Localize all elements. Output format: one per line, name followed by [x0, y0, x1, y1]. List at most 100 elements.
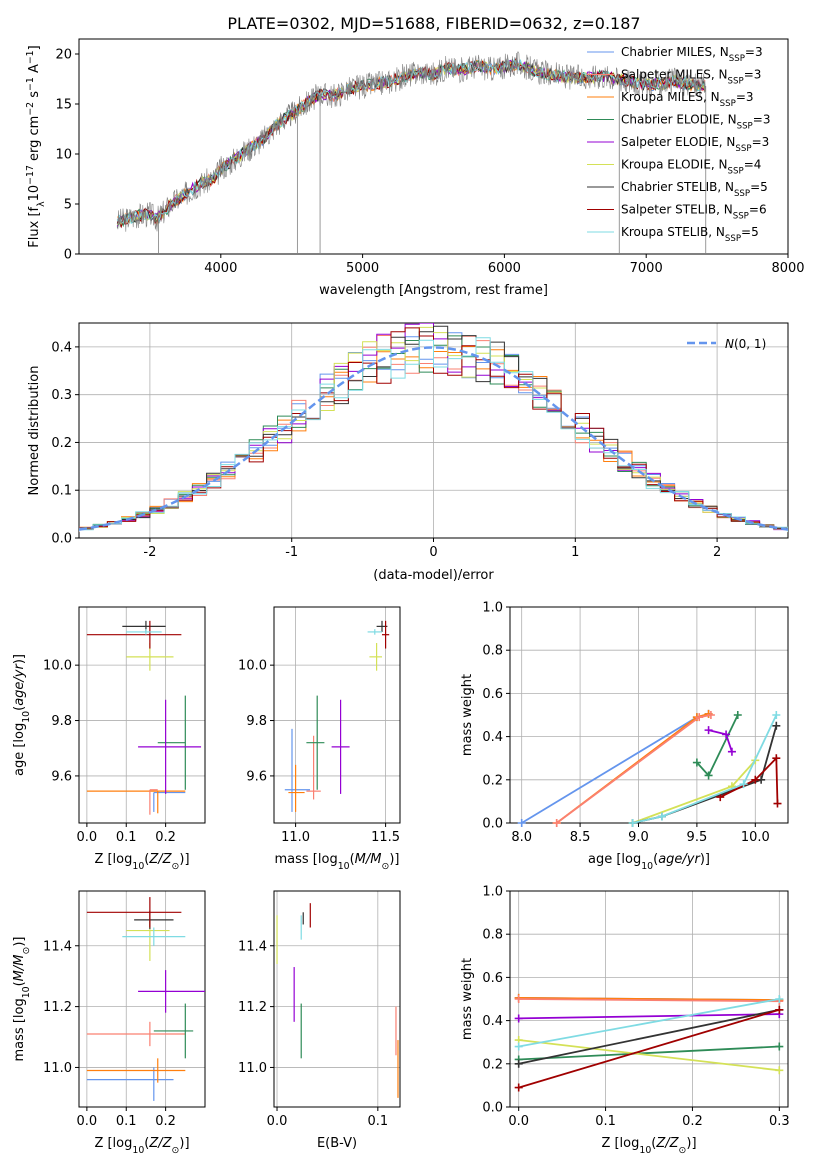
x-tick-label: 8.5	[570, 830, 591, 845]
errorbar-point-8	[86, 897, 182, 928]
y-tick-label: 0	[64, 248, 72, 263]
y-axis-label: Flux [fλ10−17 erg cm−2 s−1 A−1]	[25, 45, 47, 247]
weight-line-8	[518, 1008, 780, 1089]
weight-marker	[772, 754, 781, 763]
y-tick-label: 11.0	[238, 1061, 267, 1076]
weight-marker	[751, 775, 760, 784]
y-tick-label: 0.4	[51, 340, 72, 355]
errorbar-point-5	[331, 699, 350, 794]
errorbar-point-3	[86, 1021, 186, 1047]
y-axis-label: mass weight	[460, 958, 475, 1040]
weight-marker	[706, 711, 715, 719]
y-tick-label: 11.2	[238, 1000, 267, 1015]
x-tick-label: 8.0	[511, 830, 532, 845]
y-tick-label: 0.3	[51, 388, 72, 403]
y-tick-label: 10.0	[43, 659, 72, 674]
y-tick-label: 11.2	[43, 1000, 72, 1015]
y-axis-label: mass weight	[460, 674, 475, 756]
panel-residuals: -2 -1 0 1 2 0.0 0.1 0.2 0.3 0.4 (data-model)/error…	[27, 322, 789, 583]
y-tick-label: 0.4	[482, 730, 503, 745]
panel-mass_vs_ebv: 0.0 0.1 11.0 11.2 11.4 E(B-V)	[238, 890, 401, 1151]
x-tick-label: 0.0	[267, 1114, 288, 1129]
x-tick-label: 0.3	[769, 1114, 790, 1129]
errorbar-area	[86, 897, 205, 1101]
weight-marker	[695, 713, 704, 722]
weight-line-9	[632, 714, 778, 824]
legend-label: N(0, 1)	[725, 337, 766, 351]
weight-line-7	[518, 1008, 780, 1065]
errorbar-point-2	[86, 790, 186, 814]
y-tick-label: 0.4	[482, 1014, 503, 1029]
x-tick-label: 0.1	[595, 1114, 616, 1129]
errorbar-point-9	[122, 927, 186, 946]
errorbar-area	[86, 620, 202, 815]
weight-marker	[775, 995, 784, 1003]
weight-marker	[722, 730, 731, 739]
y-tick-label: 0.8	[482, 644, 503, 659]
x-tick-label: 9.5	[687, 830, 708, 845]
weight-lines	[514, 993, 784, 1092]
x-axis-label: wavelength [Angstrom, rest frame]	[319, 283, 548, 298]
y-tick-label: 0.2	[482, 1057, 503, 1072]
panel-spectrum: 4000 5000 6000 7000 8000 0 5 10 15 20 wavelength […	[25, 38, 805, 298]
weight-marker	[514, 1059, 523, 1068]
gaussian-curve	[79, 346, 788, 531]
x-tick-label: 9.0	[628, 830, 649, 845]
weight-marker	[704, 771, 713, 780]
y-tick-label: 9.8	[51, 714, 72, 729]
y-tick-label: 0.2	[482, 773, 503, 788]
x-tick-label: -2	[143, 545, 156, 560]
x-tick-label: 0.0	[77, 1114, 98, 1129]
errorbar-point-6	[369, 643, 382, 671]
x-axis-label: Z [log10(Z/Z⊙)]	[601, 1136, 696, 1156]
axes-frame	[509, 606, 789, 824]
y-tick-label: 0.0	[51, 532, 72, 547]
errorbar-area	[284, 620, 390, 812]
errorbar-area	[276, 903, 399, 1098]
axes-frame	[273, 890, 401, 1108]
errorbar-point-3	[306, 735, 321, 800]
x-axis-label: Z [log10(Z/Z⊙)]	[94, 852, 189, 872]
weight-marker	[692, 758, 701, 767]
x-tick-label: 0.2	[682, 1114, 703, 1129]
y-tick-label: 0.6	[482, 687, 503, 702]
weight-marker	[773, 799, 782, 808]
weight-marker	[517, 819, 526, 827]
legend-label: Chabrier MILES, NSSP=3	[621, 45, 763, 64]
weight-marker	[514, 1014, 523, 1023]
x-axis-label: mass [log10(M/M⊙)]	[275, 852, 400, 872]
y-tick-label: 0.0	[482, 1101, 503, 1116]
y-tick-label: 10	[55, 148, 72, 163]
x-tick-label: 4000	[204, 261, 237, 276]
x-tick-label: 8000	[771, 261, 804, 276]
weight-line-6	[518, 1039, 780, 1072]
y-tick-label: 15	[55, 98, 72, 113]
weight-line-8	[719, 756, 779, 804]
legend-label: Kroupa MILES, NSSP=3	[621, 90, 754, 109]
y-tick-label: 1.0	[482, 601, 503, 616]
y-tick-label: 10.0	[238, 659, 267, 674]
errorbar-point-2	[86, 1058, 186, 1083]
x-tick-label: 1	[571, 545, 579, 560]
weight-marker	[775, 1066, 784, 1075]
x-tick-label: 6000	[488, 261, 521, 276]
legend-label: Chabrier ELODIE, NSSP=3	[621, 113, 770, 132]
weight-marker	[772, 711, 781, 719]
y-tick-label: 20	[55, 48, 72, 63]
axes-frame	[78, 38, 789, 255]
x-tick-label: 11.5	[371, 830, 400, 845]
legend-label: Salpeter ELODIE, NSSP=3	[621, 135, 769, 154]
panel-age_vs_Z: 0.0 0.1 0.2 9.6 9.8 10.0 Z [log10(Z/Z⊙)] age [l…	[12, 606, 206, 872]
legend-label: Salpeter STELIB, NSSP=6	[621, 203, 767, 222]
legend-label: Chabrier STELIB, NSSP=5	[621, 180, 768, 199]
y-tick-label: 9.8	[246, 714, 267, 729]
x-tick-label: 11.0	[281, 830, 310, 845]
weight-marker	[628, 819, 637, 827]
x-tick-label: 0.0	[77, 830, 98, 845]
errorbar-point-1	[86, 1067, 174, 1101]
y-tick-label: 11.0	[43, 1061, 72, 1076]
weight-marker	[514, 1083, 523, 1092]
histogram-area	[79, 323, 788, 533]
x-tick-label: 0.0	[508, 1114, 529, 1129]
